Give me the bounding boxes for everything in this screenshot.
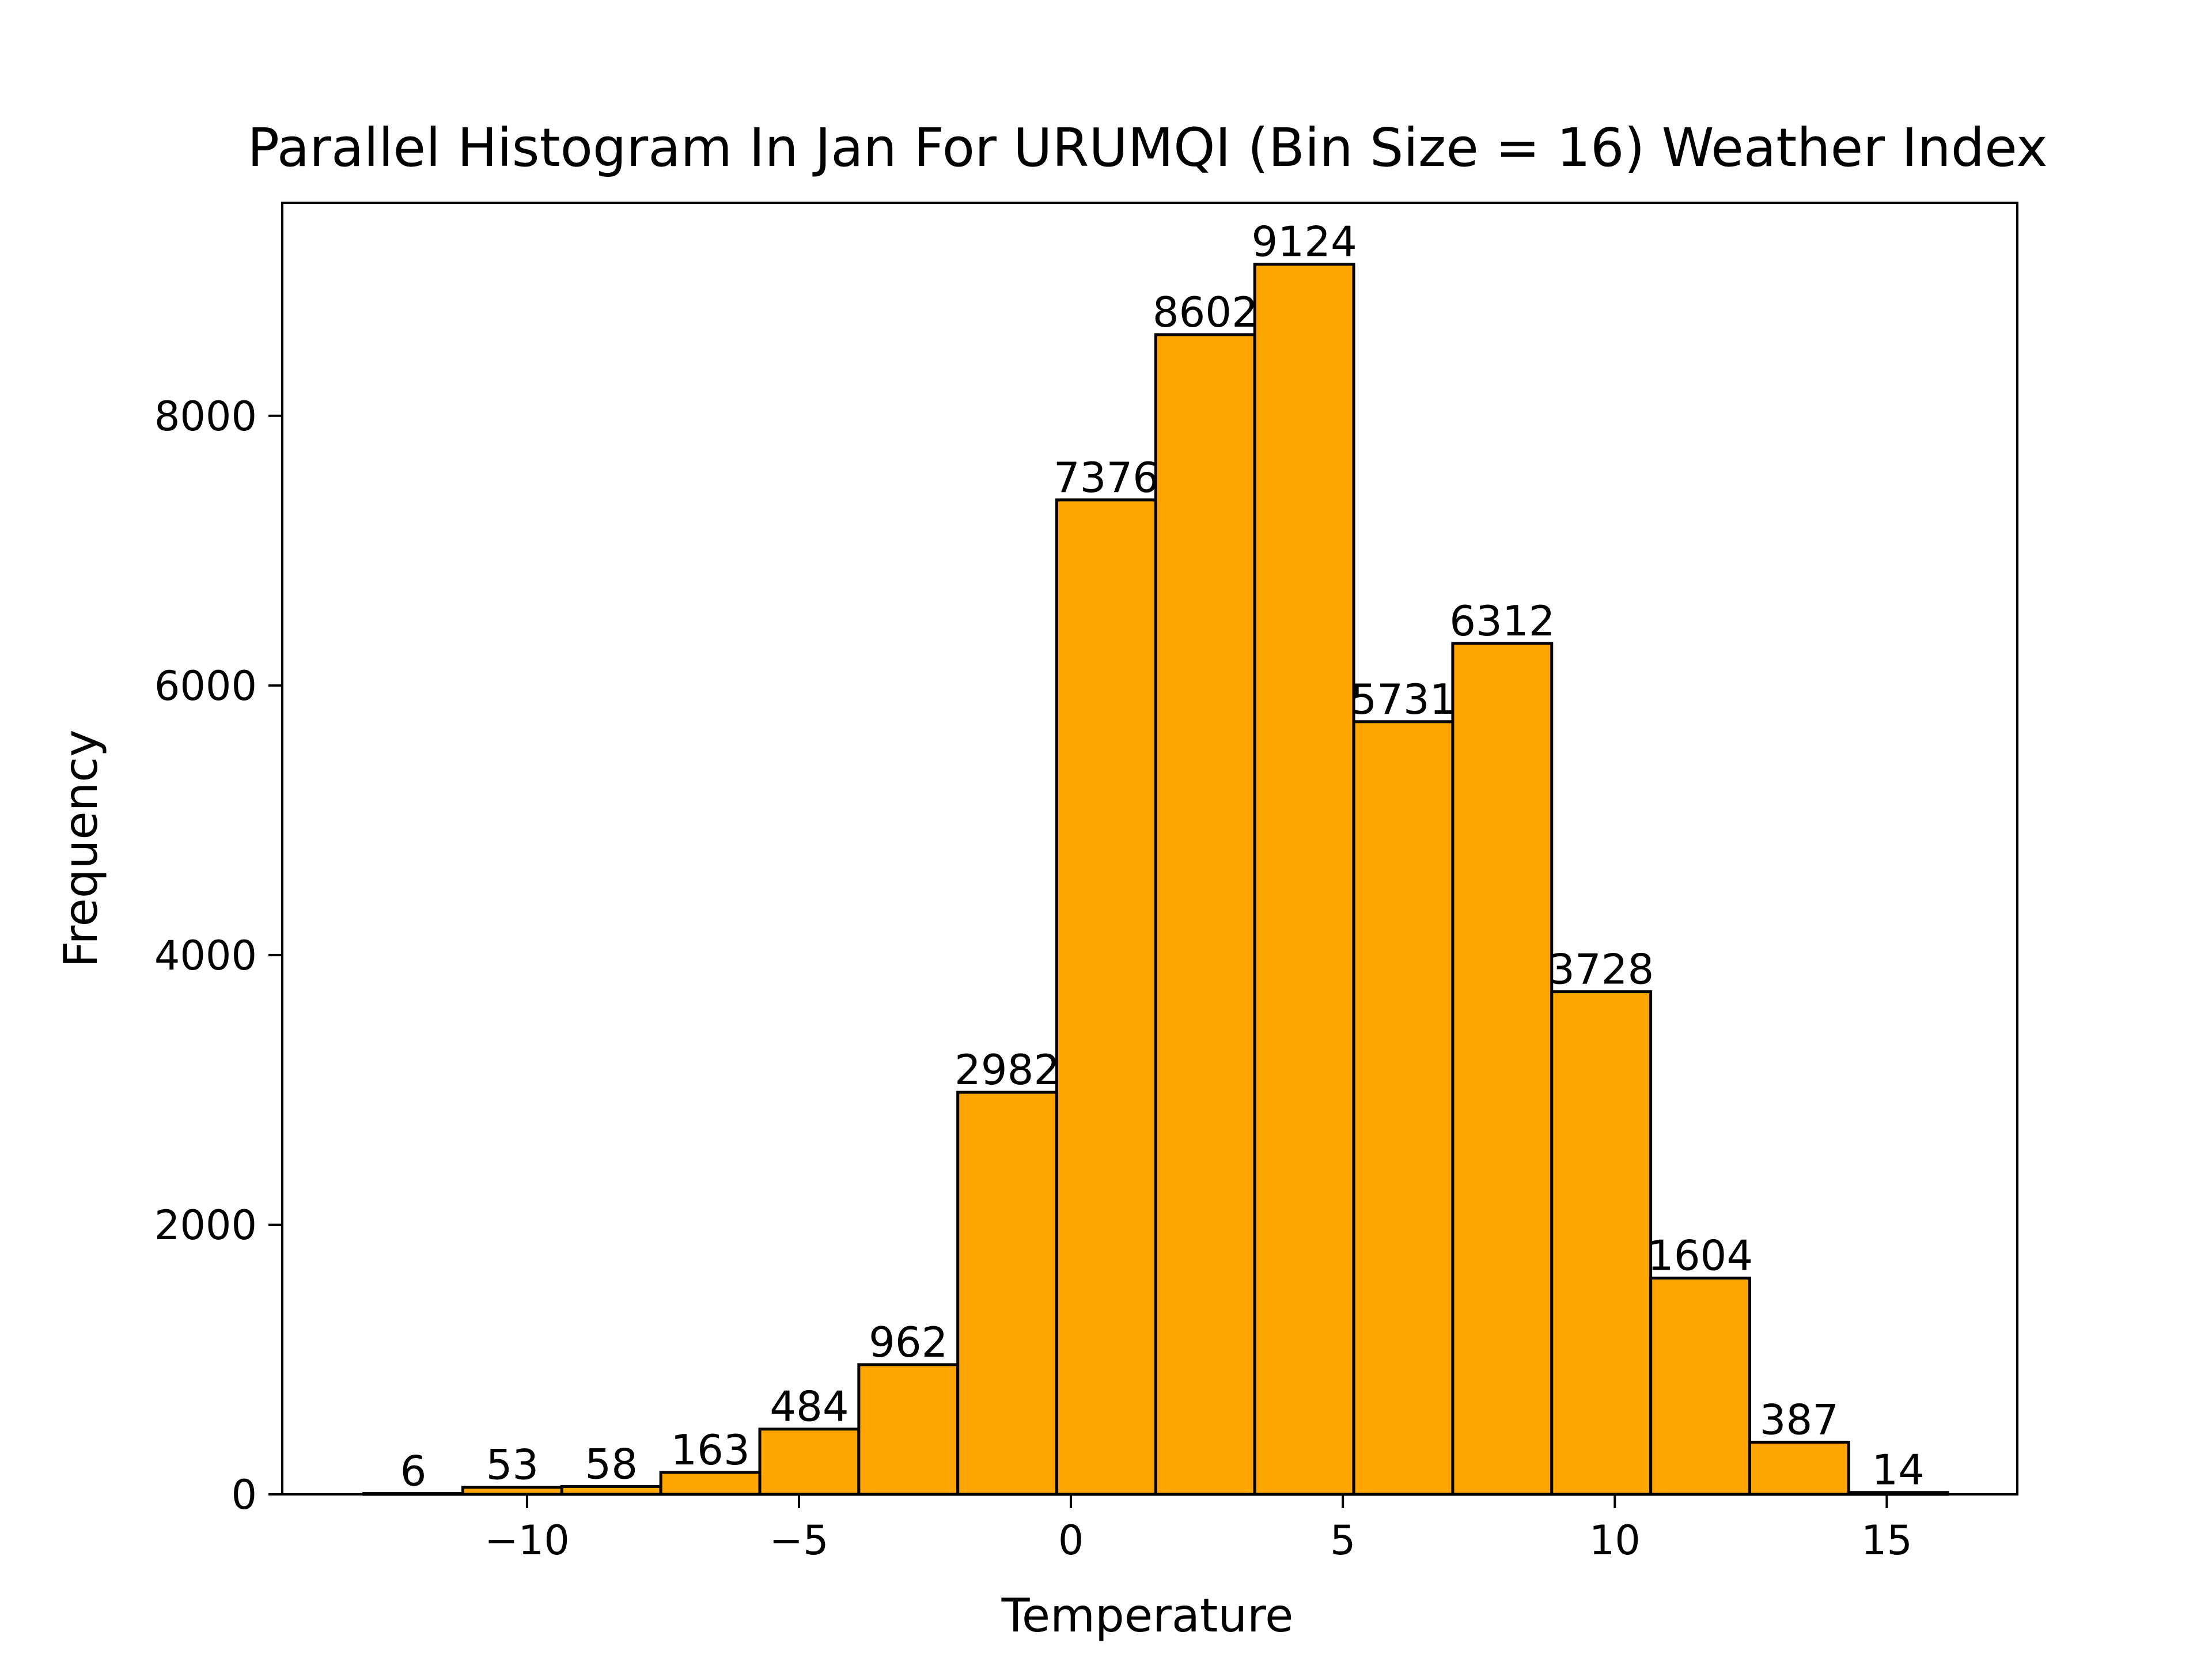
- histogram-bar: [956, 1091, 1059, 1496]
- bar-value-label: 2982: [955, 1046, 1060, 1094]
- histogram-bar: [857, 1363, 960, 1496]
- plot-frame: [281, 202, 2018, 1496]
- y-tick-label: 6000: [154, 662, 257, 710]
- x-tick-label: −10: [484, 1517, 570, 1564]
- x-axis-label: Temperature: [1001, 1589, 1294, 1642]
- bar-value-label: 962: [869, 1318, 948, 1366]
- bar-value-label: 53: [486, 1441, 539, 1489]
- x-tick-label: −5: [769, 1517, 828, 1564]
- histogram-bar: [1649, 1277, 1751, 1496]
- data-labels-layer: 6 53 58 163 484 962 2982 7376 8602 9124 5731 6312 37…: [400, 218, 1925, 1496]
- histogram-bar: [1748, 1440, 1850, 1496]
- bar-value-label: 7376: [1054, 453, 1159, 502]
- x-tick-label: 10: [1589, 1517, 1641, 1564]
- y-tick-label: 2000: [154, 1202, 257, 1249]
- histogram-bar: [1451, 642, 1554, 1496]
- chart-title: Parallel Histogram In Jan For URUMQI (Bi…: [247, 117, 2047, 179]
- bar-value-label: 3728: [1548, 945, 1654, 994]
- y-tick-label: 4000: [154, 932, 257, 979]
- x-tick-label: 15: [1861, 1517, 1912, 1564]
- histogram-bar: [659, 1471, 762, 1496]
- bar-value-label: 8602: [1153, 288, 1258, 336]
- histogram-bar: [758, 1428, 861, 1496]
- bar-value-label: 484: [770, 1383, 849, 1431]
- x-tick-label: 5: [1330, 1517, 1356, 1564]
- y-tick-label: 8000: [154, 393, 257, 440]
- bar-value-label: 6312: [1449, 597, 1555, 645]
- bar-value-label: 9124: [1252, 218, 1357, 266]
- bar-value-label: 6: [400, 1447, 427, 1496]
- y-tick-label: 0: [231, 1471, 257, 1519]
- histogram-bar: [1550, 990, 1653, 1496]
- bar-value-label: 14: [1872, 1446, 1925, 1494]
- bar-value-label: 387: [1760, 1395, 1839, 1444]
- x-tick-label: 0: [1058, 1517, 1084, 1564]
- histogram-bar: [1055, 498, 1157, 1496]
- histogram-bar: [1253, 263, 1355, 1496]
- histogram-bar: [1154, 333, 1256, 1496]
- bar-value-label: 163: [671, 1426, 749, 1474]
- y-axis-label: Frequency: [54, 729, 108, 967]
- y-axis-ticks: 0 2000 4000 6000 8000: [154, 393, 282, 1519]
- x-axis-ticks: −10 −5 0 5 10 15: [484, 1494, 1912, 1564]
- bar-value-label: 5731: [1350, 675, 1456, 724]
- bar-value-label: 1604: [1647, 1232, 1753, 1280]
- bar-value-label: 58: [585, 1440, 638, 1488]
- bars-layer: [362, 263, 1949, 1496]
- histogram-bar: [1352, 720, 1455, 1496]
